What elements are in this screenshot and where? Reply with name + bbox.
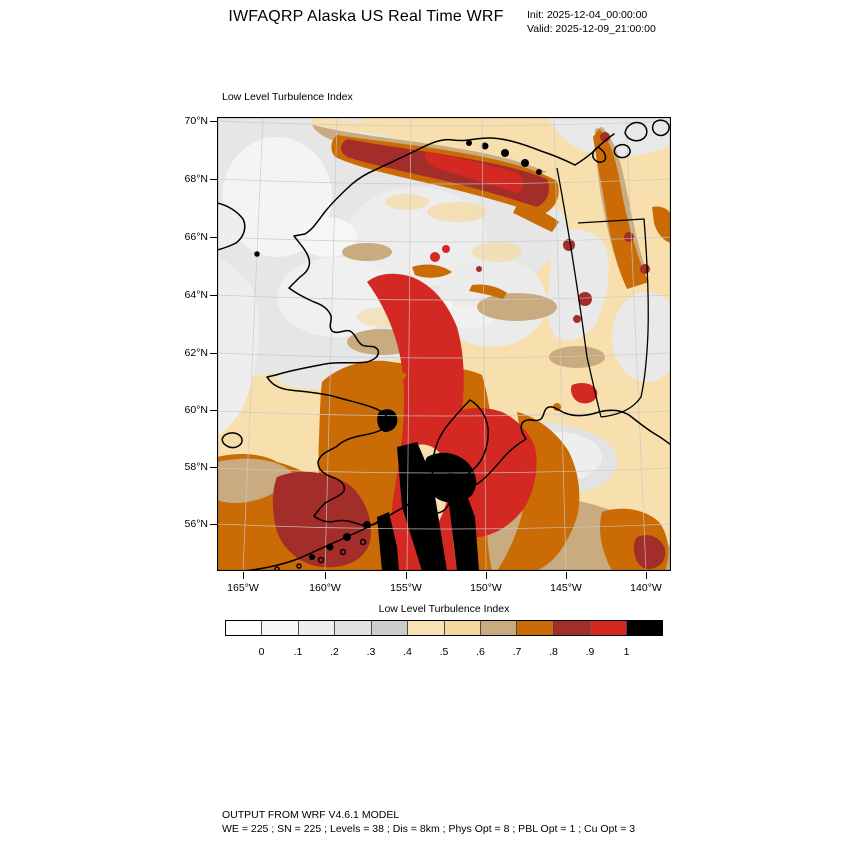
y-axis-label: 68°N xyxy=(184,173,208,185)
map-title: Low Level Turbulence Index xyxy=(222,91,353,103)
colorbar-tick-label: .2 xyxy=(330,646,339,658)
x-axis-label: 155°W xyxy=(390,582,422,594)
y-axis-tick xyxy=(210,295,217,296)
colorbar-cell xyxy=(226,621,263,635)
colorbar-tick-label: .7 xyxy=(512,646,522,658)
colorbar-cell xyxy=(626,621,663,635)
x-axis-tick xyxy=(646,572,647,579)
run-time-block: Init: 2025-12-04_00:00:00 Valid: 2025-12… xyxy=(527,9,656,36)
x-axis-label: 160°W xyxy=(309,582,341,594)
footer-line-2: WE = 225 ; SN = 225 ; Levels = 38 ; Dis … xyxy=(222,822,636,835)
y-axis-tick xyxy=(210,237,217,238)
page-title: IWFAQRP Alaska US Real Time WRF xyxy=(228,8,504,25)
y-axis-tick xyxy=(210,179,217,180)
coastline xyxy=(217,119,671,571)
graticule xyxy=(217,117,671,571)
y-axis-tick xyxy=(210,121,217,122)
footer-line-1: OUTPUT FROM WRF V4.6.1 MODEL xyxy=(222,809,400,821)
x-axis-tick xyxy=(406,572,407,579)
colorbar-tick-label: .6 xyxy=(476,646,485,658)
y-axis-label: 60°N xyxy=(184,404,208,416)
x-axis-tick xyxy=(325,572,326,579)
colorbar-cell xyxy=(517,621,554,635)
footer-model-info: OUTPUT FROM WRF V4.6.1 MODEL WE = 225 ; … xyxy=(222,809,635,836)
colorbar-cell xyxy=(444,621,481,635)
colorbar xyxy=(225,620,663,636)
init-time-label: Init: 2025-12-04_00:00:00 xyxy=(527,9,648,21)
x-axis-tick xyxy=(243,572,244,579)
colorbar-cell xyxy=(553,621,591,635)
turbulence-map xyxy=(217,117,671,571)
colorbar-tick-label: .9 xyxy=(585,646,595,658)
valid-time-label: Valid: 2025-12-09_21:00:00 xyxy=(527,22,656,35)
turbulence-map-svg xyxy=(217,117,671,571)
map-fill-layer xyxy=(217,117,671,571)
y-axis-tick xyxy=(210,410,217,411)
y-axis-label: 58°N xyxy=(184,461,208,473)
colorbar-tick-label: .4 xyxy=(403,646,412,658)
y-axis-label: 66°N xyxy=(184,231,208,243)
y-axis-label: 62°N xyxy=(184,347,208,359)
colorbar-cell xyxy=(298,621,336,635)
x-axis-tick xyxy=(566,572,567,579)
x-axis-label: 140°W xyxy=(630,582,662,594)
colorbar-tick-label: .5 xyxy=(439,646,449,658)
map-border xyxy=(217,117,671,571)
y-axis-label: 56°N xyxy=(184,518,208,530)
x-axis-tick xyxy=(486,572,487,579)
x-axis-label: 145°W xyxy=(550,582,582,594)
colorbar-tick-label: .1 xyxy=(293,646,303,658)
colorbar-cell xyxy=(262,621,299,635)
y-axis-label: 64°N xyxy=(184,289,208,301)
colorbar-tick-label: 0 xyxy=(258,646,265,658)
canada-border xyxy=(556,167,649,418)
y-axis-tick xyxy=(210,467,217,468)
colorbar-cell xyxy=(590,621,627,635)
colorbar-title: Low Level Turbulence Index xyxy=(378,603,510,615)
y-axis-tick xyxy=(210,353,217,354)
colorbar-cell xyxy=(408,621,445,635)
colorbar-cell xyxy=(480,621,518,635)
colorbar-tick-label: .3 xyxy=(366,646,376,658)
x-axis-label: 150°W xyxy=(470,582,502,594)
colorbar-cell xyxy=(335,621,372,635)
colorbar-cell xyxy=(371,621,409,635)
x-axis-label: 165°W xyxy=(227,582,259,594)
colorbar-tick-label: 1 xyxy=(623,646,630,658)
y-axis-tick xyxy=(210,524,217,525)
colorbar-tick-label: .8 xyxy=(549,646,558,658)
y-axis-label: 70°N xyxy=(184,115,208,127)
